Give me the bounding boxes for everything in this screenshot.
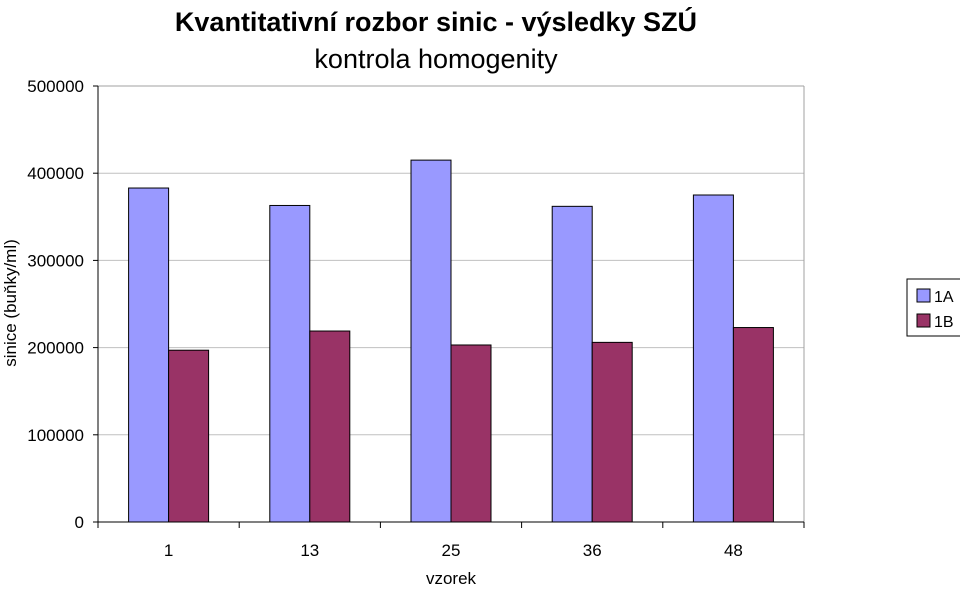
bar-1A-48 <box>692 194 734 523</box>
bar-1B-48 <box>732 327 774 523</box>
legend-swatch-1A <box>916 288 931 303</box>
bar-1B-13 <box>309 330 351 523</box>
y-tick-label: 400000 <box>27 164 84 183</box>
x-tick-label: 1 <box>164 541 173 560</box>
y-tick-label: 0 <box>75 513 84 532</box>
legend-label-1A: 1A <box>934 289 954 306</box>
x-tick-label: 48 <box>724 541 743 560</box>
bar-1B-36 <box>591 341 633 523</box>
x-tick-label: 25 <box>442 541 461 560</box>
chart-subtitle: kontrola homogenity <box>314 44 558 74</box>
x-tick-label: 36 <box>583 541 602 560</box>
bar-1A-25 <box>410 159 452 523</box>
legend-label-1B: 1B <box>934 314 954 331</box>
bar-1A-1 <box>128 187 170 523</box>
bar-1A-13 <box>269 204 311 523</box>
y-tick-label: 100000 <box>27 426 84 445</box>
y-tick-label: 200000 <box>27 339 84 358</box>
y-axis-title: sinice (buňky/ml) <box>1 239 20 367</box>
y-tick-label: 300000 <box>27 251 84 270</box>
x-tick-label: 13 <box>300 541 319 560</box>
legend-swatch-1B <box>916 313 931 328</box>
chart-title: Kvantitativní rozbor sinic - výsledky SZ… <box>175 6 697 37</box>
x-axis-title: vzorek <box>426 569 477 586</box>
legend-box <box>906 278 960 337</box>
y-tick-label: 500000 <box>27 77 84 96</box>
bar-1B-1 <box>168 349 210 523</box>
bar-1A-36 <box>551 205 593 523</box>
bar-1B-25 <box>450 344 492 523</box>
plot-area: 0 100000 200000 300000 400000 500000 1 13 25 36 48 <box>27 77 805 560</box>
